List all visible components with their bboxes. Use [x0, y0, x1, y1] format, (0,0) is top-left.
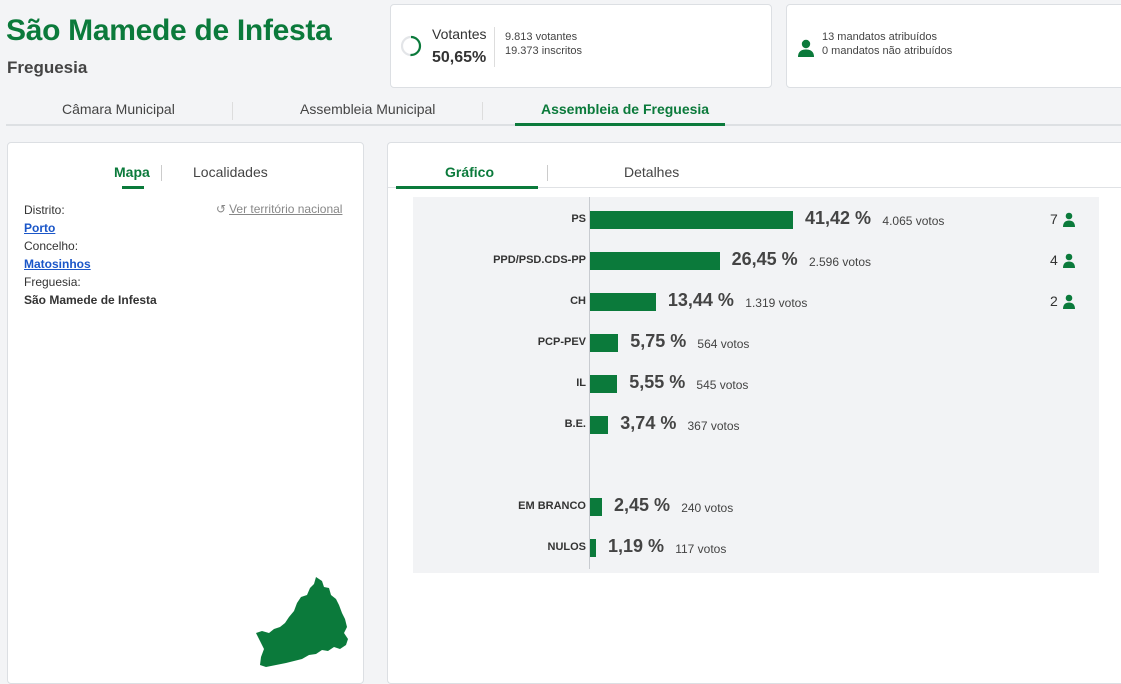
chart-votes-label: 240 votos: [681, 501, 734, 515]
chart-category-label: IL: [576, 377, 586, 389]
chart-row: PCP-PEV 5,75 % 564 votos: [413, 331, 1099, 356]
chart-votes-label: 2.596 votos: [809, 255, 872, 269]
chart-bar[interactable]: [590, 539, 596, 557]
person-icon: [1063, 212, 1075, 227]
page-title: São Mamede de Infesta: [6, 14, 332, 47]
ver-territorio-label: Ver território nacional: [229, 202, 343, 216]
chart-votes-label: 367 votos: [687, 419, 740, 433]
chart-category-label: EM BRANCO: [518, 500, 586, 512]
chart-row: PPD/PSD.CDS-PP 26,45 % 2.596 votos 4: [413, 249, 1099, 274]
votantes-label: Votantes: [432, 26, 487, 42]
freguesia-map-shape[interactable]: [254, 575, 356, 670]
chart-percent-label: 5,55 %: [629, 372, 686, 392]
chart-bar[interactable]: [590, 334, 619, 352]
chart-percent-label: 3,74 %: [620, 413, 677, 433]
freguesia-label: Freguesia:: [24, 275, 81, 289]
page-subtitle: Freguesia: [7, 58, 88, 77]
freguesia-value: São Mamede de Infesta: [24, 293, 157, 307]
chart-votes-label: 1.319 votos: [745, 296, 808, 310]
concelho-link[interactable]: Matosinhos: [24, 257, 91, 271]
chart-percent-label: 5,75 %: [630, 331, 687, 351]
chart-row: CH 13,44 % 1.319 votos 2: [413, 290, 1099, 315]
chart-percent-label: 13,44 %: [667, 290, 734, 310]
results-chart: PS 41,42 % 4.065 votos 7 PPD/PSD.CDS-PP 26,45…: [413, 197, 1099, 573]
tab-detalhes[interactable]: Detalhes: [624, 164, 680, 180]
tab-localidades[interactable]: Localidades: [193, 164, 268, 180]
chart-seats-label: 4: [1050, 252, 1058, 268]
tab-divider: [547, 165, 548, 181]
results-panel: Gráfico Detalhes PS 41,42 % 4.065 votos 7 PP…: [387, 142, 1121, 684]
tab-grafico[interactable]: Gráfico: [445, 164, 495, 180]
chart-row: PS 41,42 % 4.065 votos 7: [413, 208, 1099, 233]
chart-votes-label: 545 votos: [696, 378, 749, 392]
mandatos-card: 13 mandatos atribuídos 0 mandatos não at…: [786, 4, 1121, 88]
active-tab-indicator: [515, 123, 725, 126]
tab-camara-municipal[interactable]: Câmara Municipal: [62, 101, 175, 117]
chart-row: IL 5,55 % 545 votos: [413, 372, 1099, 397]
chart-category-label: PS: [571, 213, 586, 225]
chart-row: NULOS 1,19 % 117 votos: [413, 536, 1099, 561]
chart-axis: [589, 197, 590, 569]
chart-percent-label: 1,19 %: [608, 536, 665, 556]
tab-divider: [232, 102, 233, 120]
chart-seats-label: 7: [1050, 211, 1058, 227]
tab-divider: [482, 102, 483, 120]
votantes-count: 9.813 votantes: [505, 31, 578, 43]
person-icon: [1063, 294, 1075, 309]
votantes-card: Votantes 50,65% 9.813 votantes 19.373 in…: [390, 4, 772, 88]
chart-category-label: PPD/PSD.CDS-PP: [493, 254, 586, 266]
votantes-percent: 50,65%: [432, 49, 487, 66]
chart-row: B.E. 3,74 % 367 votos: [413, 413, 1099, 438]
chart-bar[interactable]: [590, 375, 618, 393]
chart-percent-label: 2,45 %: [614, 495, 671, 515]
chart-bar[interactable]: [590, 416, 609, 434]
tab-mapa[interactable]: Mapa: [114, 164, 150, 180]
tab-divider: [161, 165, 162, 181]
chart-bar[interactable]: [590, 498, 602, 516]
tab-assembleia-freguesia[interactable]: Assembleia de Freguesia: [541, 101, 710, 117]
active-tab-indicator: [122, 186, 144, 189]
chart-bar[interactable]: [590, 252, 720, 270]
chart-category-label: PCP-PEV: [537, 336, 586, 348]
mandatos-nao-atribuidos: 0 mandatos não atribuídos: [822, 45, 953, 57]
chart-votes-label: 117 votos: [675, 542, 727, 556]
active-tab-indicator: [396, 186, 538, 189]
chart-bar[interactable]: [590, 293, 656, 311]
ver-territorio-link[interactable]: ↺ Ver território nacional: [216, 202, 342, 216]
mandatos-atribuidos: 13 mandatos atribuídos: [822, 31, 937, 43]
main-tabs: Câmara Municipal Assembleia Municipal As…: [0, 96, 1121, 126]
distrito-label: Distrito:: [24, 203, 65, 217]
chart-percent-label: 41,42 %: [805, 208, 872, 228]
inscritos-count: 19.373 inscritos: [505, 45, 583, 57]
concelho-label: Concelho:: [24, 239, 79, 253]
distrito-link[interactable]: Porto: [24, 221, 56, 235]
undo-icon: ↺: [216, 202, 227, 216]
chart-category-label: CH: [570, 295, 586, 307]
tab-assembleia-municipal[interactable]: Assembleia Municipal: [300, 101, 436, 117]
chart-bar[interactable]: [590, 211, 793, 229]
person-icon: [798, 39, 814, 57]
divider: [494, 27, 495, 67]
turnout-ring-icon: [400, 35, 422, 57]
person-icon: [1063, 253, 1075, 268]
chart-votes-label: 564 votos: [697, 337, 750, 351]
chart-category-label: B.E.: [564, 418, 586, 430]
chart-votes-label: 4.065 votos: [882, 214, 945, 228]
chart-row: EM BRANCO 2,45 % 240 votos: [413, 495, 1099, 520]
chart-seats-label: 2: [1050, 293, 1058, 309]
tabs-baseline: [388, 187, 1121, 188]
chart-category-label: NULOS: [547, 541, 587, 553]
location-panel: Mapa Localidades Distrito: Porto Concelh…: [7, 142, 364, 684]
chart-percent-label: 26,45 %: [731, 249, 798, 269]
